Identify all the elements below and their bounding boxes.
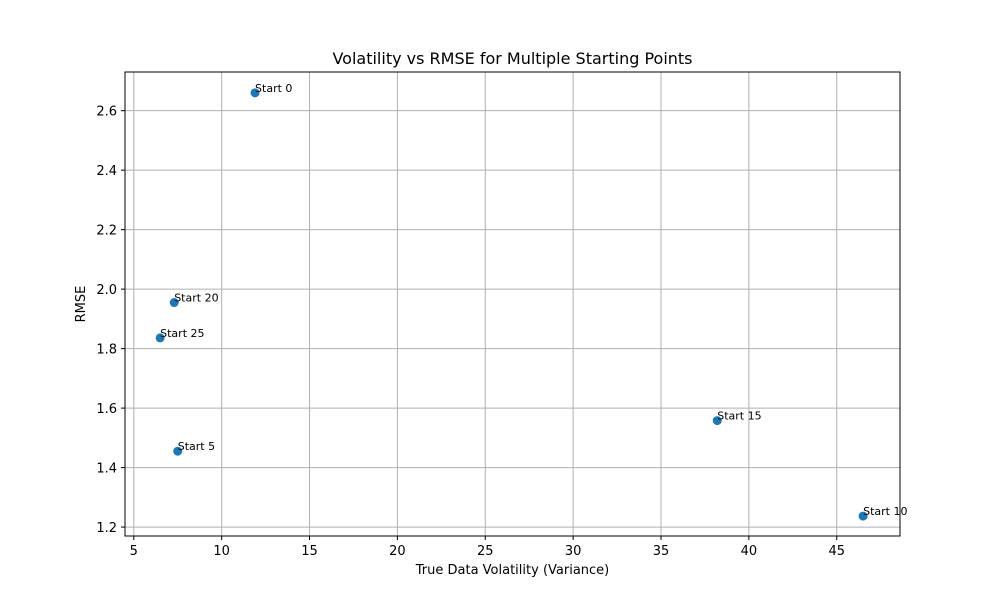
point-label: Start 0: [255, 82, 292, 95]
axis-ticks: 5 10 15 20 25 30 35 40 45 1.2 1.4 1.6 1.8 2.0 2.2 2.4 2.…: [96, 105, 845, 559]
plot-frame: [124, 71, 901, 537]
x-tick-label: 5: [130, 544, 138, 559]
x-tick-label: 15: [301, 544, 318, 559]
x-tick-label: 40: [741, 544, 758, 559]
chart-title: Volatility vs RMSE for Multiple Starting…: [332, 49, 692, 68]
y-axis-label: RMSE: [74, 286, 89, 323]
point-label: Start 20: [174, 292, 218, 305]
x-tick-label: 25: [477, 544, 494, 559]
data-points: Start 0 Start 5 Start 10 Start 15 Start 20 St…: [155, 82, 907, 521]
x-tick-label: 45: [828, 544, 845, 559]
x-axis-label: True Data Volatility (Variance): [415, 563, 610, 578]
y-tick-label: 2.0: [96, 283, 117, 298]
data-point: [858, 511, 868, 521]
x-tick-label: 30: [565, 544, 582, 559]
data-point: [250, 88, 260, 98]
y-tick-label: 1.8: [96, 343, 117, 358]
point-label: Start 10: [863, 505, 907, 518]
x-tick-label: 35: [653, 544, 670, 559]
y-tick-label: 2.6: [96, 105, 117, 120]
y-tick-label: 2.2: [96, 224, 117, 239]
grid: [125, 72, 900, 536]
x-tick-label: 10: [213, 544, 230, 559]
x-tick-label: 20: [389, 544, 406, 559]
y-tick-label: 1.2: [96, 521, 117, 536]
point-label: Start 5: [178, 440, 215, 453]
point-label: Start 15: [717, 410, 761, 423]
point-label: Start 25: [160, 327, 204, 340]
y-tick-label: 2.4: [96, 164, 117, 179]
data-point: [712, 416, 722, 426]
y-tick-label: 1.4: [96, 462, 117, 477]
data-point: [155, 333, 165, 343]
data-point: [173, 446, 183, 456]
data-point: [169, 298, 179, 308]
y-tick-label: 1.6: [96, 402, 117, 417]
